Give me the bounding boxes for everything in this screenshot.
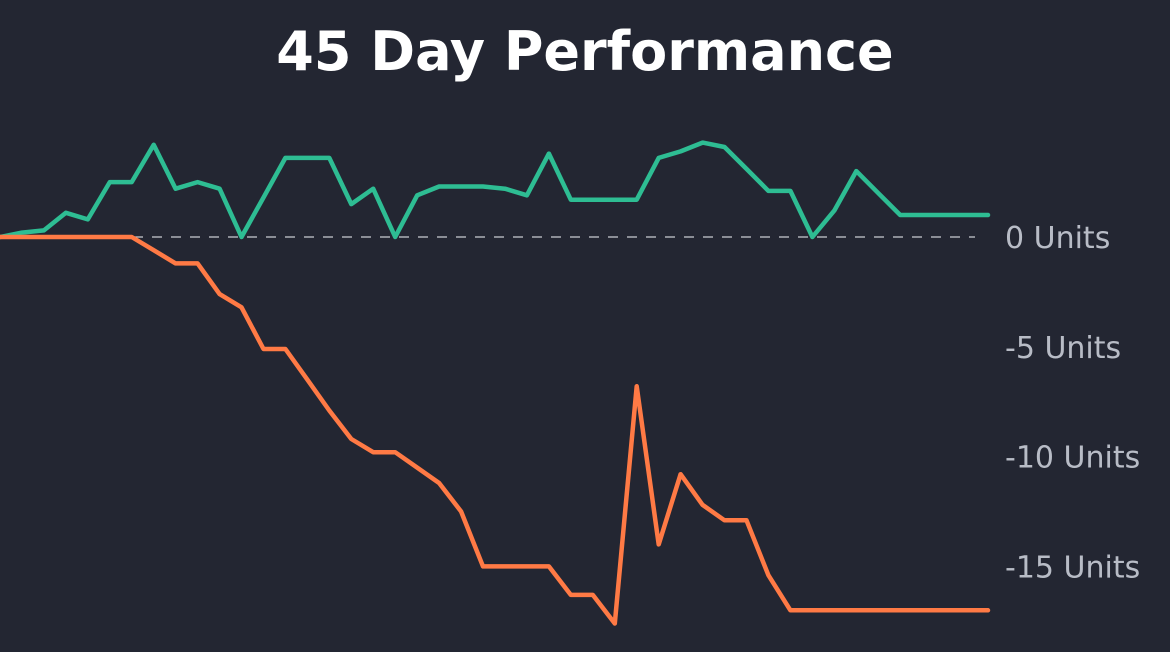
y-tick-label: -15 Units — [1005, 550, 1140, 585]
data-points-layer — [0, 140, 991, 627]
y-tick-label: -10 Units — [1005, 441, 1140, 476]
y-tick-label: -5 Units — [1005, 331, 1121, 366]
series-line-2 — [0, 234, 991, 626]
series-line-1 — [0, 140, 991, 240]
chart-title: 45 Day Performance — [276, 20, 893, 83]
y-tick-label: 0 Units — [1005, 221, 1110, 256]
series-layer — [0, 140, 991, 626]
y-axis-ticks: 0 Units -5 Units -10 Units -15 Units — [1005, 221, 1140, 585]
